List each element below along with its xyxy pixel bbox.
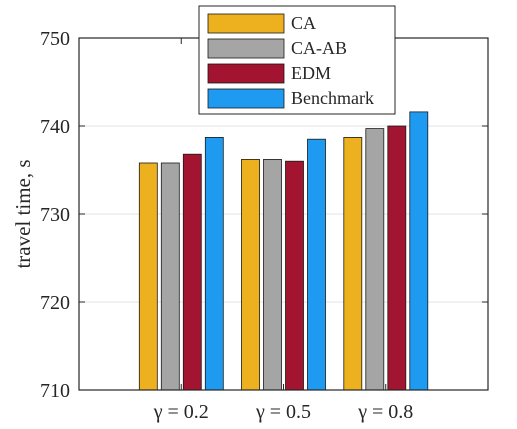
bar-ca-ab-1	[160, 162, 180, 391]
bar-ca-3	[343, 136, 363, 391]
legend-swatch	[207, 13, 285, 34]
legend-swatch	[207, 63, 285, 84]
x-category-label: γ = 0.2	[153, 401, 209, 423]
legend-swatch	[207, 38, 285, 59]
y-tick-label: 740	[40, 116, 70, 138]
legend-label: EDM	[291, 63, 331, 83]
y-tick-labels: 710 720 730 740 750	[40, 28, 70, 402]
bar-ca-ab-3	[365, 128, 385, 391]
legend-label: CA-AB	[291, 38, 347, 58]
x-category-label: γ = 0.5	[255, 401, 311, 423]
legend-label: CA	[291, 13, 316, 33]
y-tick-label: 750	[40, 28, 70, 50]
bar-edm-1	[182, 153, 202, 391]
legend-label: Benchmark	[291, 88, 374, 108]
x-category-label: γ = 0.8	[357, 401, 413, 423]
bars	[138, 111, 429, 391]
bar-ca-1	[138, 162, 158, 391]
y-tick-label: 710	[40, 380, 70, 402]
bar-edm-2	[285, 160, 304, 391]
bar-benchmark-3	[409, 111, 429, 391]
y-tick-label: 720	[40, 292, 70, 314]
bar-ca-2	[241, 158, 260, 391]
y-axis-title: travel time, s	[11, 159, 35, 268]
bar-benchmark-1	[204, 136, 224, 391]
bar-edm-3	[387, 125, 407, 391]
bar-benchmark-2	[307, 138, 326, 391]
y-tick-label: 730	[40, 204, 70, 226]
legend: CA CA-AB EDM Benchmark	[198, 5, 396, 115]
legend-swatch	[207, 88, 285, 109]
bar-ca-ab-2	[263, 158, 282, 391]
x-category-labels: γ = 0.2 γ = 0.5 γ = 0.8	[153, 401, 414, 423]
